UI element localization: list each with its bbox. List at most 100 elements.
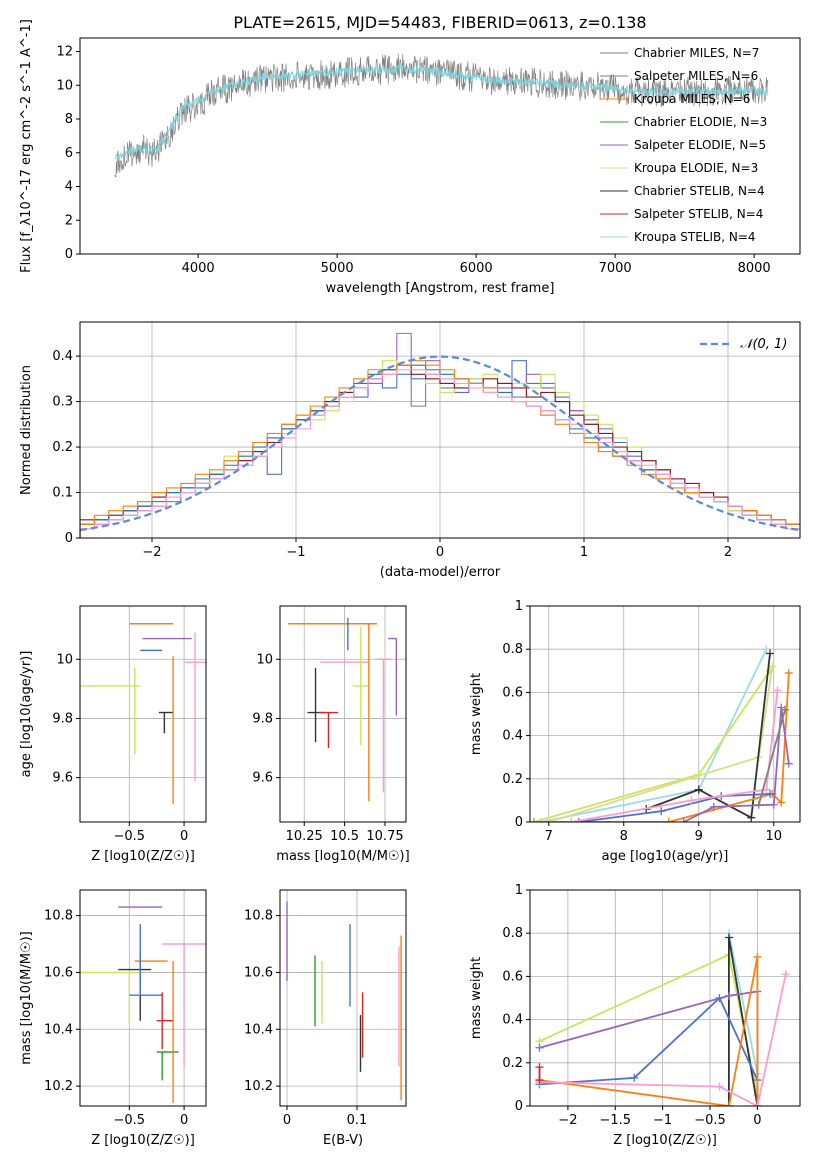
x-axis-label: age [log10(age/yr)] <box>602 849 729 864</box>
y-tick-label: 0 <box>65 531 73 546</box>
weight-marker <box>781 705 789 714</box>
plot-area <box>80 623 206 805</box>
x-tick-label: 10.5 <box>330 829 359 844</box>
y-tick-label: 0.1 <box>52 486 73 501</box>
legend-entry: Kroupa ELODIE, N=3 <box>634 161 758 175</box>
normal-curve <box>80 355 800 532</box>
y-tick-label: 2 <box>65 213 73 228</box>
histogram-series <box>80 360 800 538</box>
panel-age-vs-Z: −0.5 0 9.6 9.8 10 Z [log10(Z/Z☉)] age [log10(a… <box>19 605 207 864</box>
y-tick-label: 0.2 <box>52 440 73 455</box>
x-tick-label: −1 <box>653 1113 672 1128</box>
x-tick-label: 0 <box>180 1113 188 1128</box>
y-tick-label: 0.2 <box>502 1056 523 1071</box>
x-tick-label: −1 <box>286 545 305 560</box>
figure-title: PLATE=2615, MJD=54483, FIBERID=0613, z=0… <box>233 13 646 32</box>
legend-entry: Kroupa MILES, N=6 <box>634 92 750 106</box>
weight-line <box>539 956 759 1106</box>
weight-marker <box>567 818 576 822</box>
weight-marker <box>784 668 793 677</box>
histogram-series <box>80 369 800 538</box>
weight-marker <box>535 1043 544 1052</box>
plot-area <box>80 332 800 538</box>
x-tick-label: 0 <box>180 829 188 844</box>
x-tick-label: 0.1 <box>347 1113 368 1128</box>
y-tick-label: 10.4 <box>44 1022 73 1037</box>
y-tick-label: 0.6 <box>502 685 523 700</box>
y-tick-label: 10 <box>56 652 73 667</box>
x-axis-label: mass [log10(M/M☉)] <box>276 849 409 864</box>
spectrum-trace <box>114 64 769 161</box>
y-tick-label: 9.8 <box>52 711 73 726</box>
panel-massweight-vs-Z: −2 −1.5 −1 −0.5 0 0 0.2 0.4 0.6 0.8 1 Z [log10(Z/Z☉… <box>469 883 801 1148</box>
weight-line <box>539 974 787 1106</box>
y-axis-label: age [log10(age/yr)] <box>19 651 34 778</box>
y-tick-label: 10.6 <box>244 965 273 980</box>
weight-marker <box>766 649 774 658</box>
x-tick-label: −0.5 <box>114 829 146 844</box>
weight-marker <box>535 1076 544 1085</box>
weight-line <box>757 709 786 805</box>
panel-massweight-vs-age: 7 8 9 10 0 0.2 0.4 0.6 0.8 1 age [log10(age/yr)] ma… <box>469 599 801 864</box>
weight-marker <box>769 800 778 809</box>
weight-marker <box>694 785 703 794</box>
weight-marker <box>777 798 786 807</box>
x-tick-label: −0.5 <box>694 1113 726 1128</box>
x-tick-label: 8 <box>620 829 628 844</box>
axes-frame <box>279 889 407 1107</box>
x-tick-label: −2 <box>558 1113 577 1128</box>
x-axis-label: Z [log10(Z/Z☉)] <box>613 1133 717 1148</box>
y-tick-label: 0.4 <box>502 729 523 744</box>
plot-area <box>114 53 769 178</box>
axes-frame <box>79 605 207 823</box>
x-tick-label: 9 <box>695 829 703 844</box>
weight-line <box>728 933 759 1074</box>
weight-marker <box>715 1082 724 1091</box>
legend: Chabrier MILES, N=7 Salpeter MILES, N=6 Kr… <box>600 46 767 244</box>
weight-marker <box>530 818 538 822</box>
y-tick-label: 4 <box>65 180 73 195</box>
y-tick-label: 0.4 <box>502 1013 523 1028</box>
y-axis-label: mass [log10(M/M☉)] <box>19 931 34 1064</box>
weight-line <box>533 672 790 822</box>
weight-line <box>571 690 779 822</box>
y-tick-label: 8 <box>65 112 73 127</box>
legend-entry: Salpeter ELODIE, N=5 <box>634 138 766 152</box>
weight-line <box>645 653 771 820</box>
axes-frame <box>529 605 801 823</box>
x-tick-label: −2 <box>142 545 161 560</box>
y-tick-label: 6 <box>65 146 73 161</box>
weight-marker <box>773 686 782 695</box>
weight-marker <box>630 1073 639 1082</box>
y-tick-label: 10.6 <box>44 965 73 980</box>
plot-area <box>288 617 398 802</box>
weight-marker <box>574 818 583 822</box>
x-axis-label: Z [log10(Z/Z☉)] <box>91 849 195 864</box>
y-tick-label: 0 <box>515 815 523 830</box>
x-tick-label: 8000 <box>738 261 771 276</box>
weight-line <box>539 953 759 1096</box>
weight-marker <box>544 818 553 822</box>
y-tick-label: 0.6 <box>502 969 523 984</box>
y-tick-label: 10.8 <box>244 909 273 924</box>
x-tick-label: 4000 <box>182 261 215 276</box>
x-tick-label: 0 <box>753 1113 761 1128</box>
y-tick-label: 0.2 <box>502 772 523 787</box>
x-tick-label: −0.5 <box>114 1113 146 1128</box>
legend: 𝒩(0, 1) <box>700 337 787 352</box>
x-tick-label: 10 <box>765 829 782 844</box>
weight-marker <box>724 933 733 942</box>
weight-marker <box>664 818 673 822</box>
weight-marker <box>766 789 774 798</box>
y-tick-label: 10.8 <box>44 909 73 924</box>
y-tick-label: 1 <box>515 599 523 614</box>
y-axis-label: mass weight <box>469 957 484 1039</box>
weight-marker <box>753 1102 762 1106</box>
panel-mass-vs-EBV: 0 0.1 10.2 10.4 10.6 10.8 E(B-V) <box>244 889 407 1148</box>
weight-line <box>539 996 759 1086</box>
y-tick-label: 0.3 <box>52 395 73 410</box>
axes-frame <box>79 37 801 255</box>
legend-entry: Salpeter STELIB, N=4 <box>634 207 763 221</box>
weight-marker <box>768 662 777 671</box>
